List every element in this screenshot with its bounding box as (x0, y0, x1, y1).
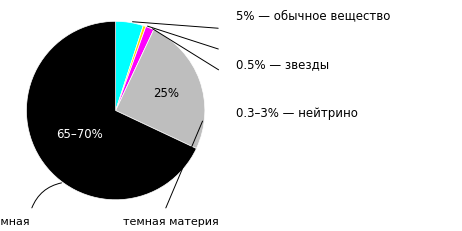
Text: 5% — обычное вещество: 5% — обычное вещество (236, 10, 390, 23)
Text: темная
энергия: темная энергия (0, 216, 32, 231)
Text: 0.3–3% — нейтрино: 0.3–3% — нейтрино (236, 107, 358, 120)
Wedge shape (116, 27, 154, 111)
Wedge shape (116, 27, 146, 111)
Text: 65–70%: 65–70% (56, 128, 103, 140)
Text: темная материя: темная материя (123, 216, 219, 226)
Wedge shape (116, 31, 205, 149)
Text: 25%: 25% (153, 87, 179, 100)
Wedge shape (116, 22, 143, 111)
Wedge shape (26, 22, 196, 200)
Text: 0.5% — звезды: 0.5% — звезды (236, 58, 329, 71)
